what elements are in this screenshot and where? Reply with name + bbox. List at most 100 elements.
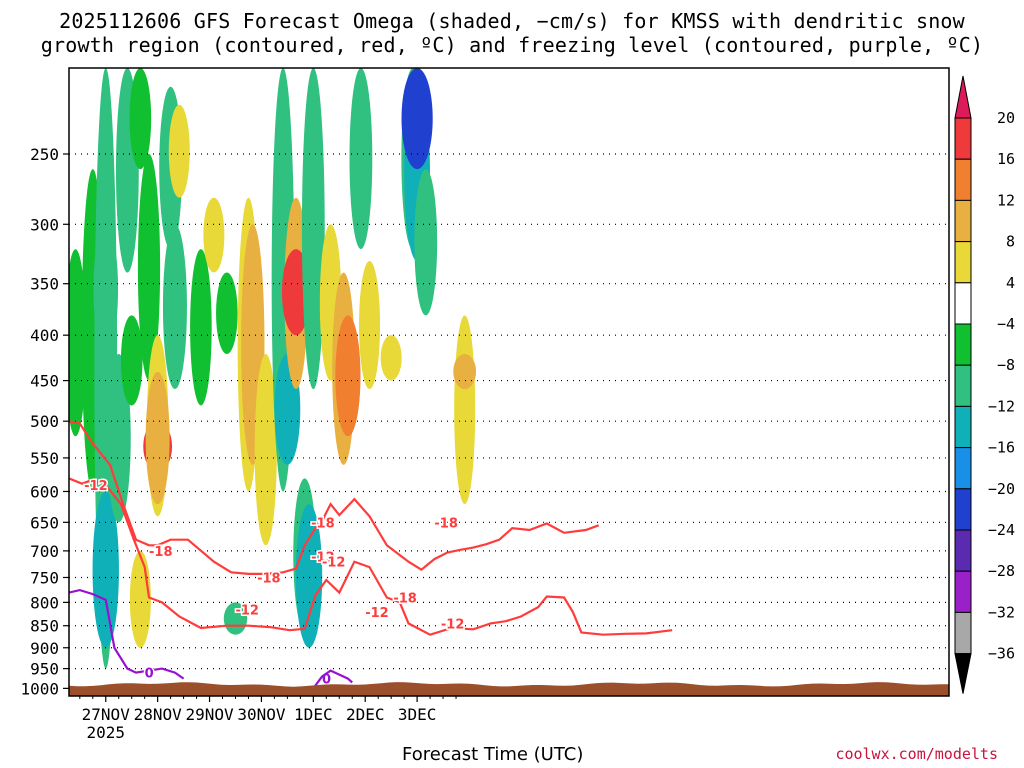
omega-shade-cell <box>414 169 438 316</box>
y-tick-label: 650 <box>30 513 59 532</box>
y-tick-label: 700 <box>30 542 59 561</box>
omega-shade-cell <box>301 68 325 390</box>
colorbar-label: −32 <box>988 603 1015 621</box>
contour-label: -12 <box>311 550 335 565</box>
y-tick-label: 400 <box>30 326 59 345</box>
colorbar-label: 16 <box>997 150 1015 168</box>
y-tick-label: 750 <box>30 568 59 587</box>
omega-shade-cell <box>454 315 476 505</box>
contour-label: -12 <box>84 479 108 494</box>
contour-label: -12 <box>365 606 389 621</box>
y-tick-label: 800 <box>30 593 59 612</box>
y-tick-label: 500 <box>30 412 59 431</box>
y-tick-label: 850 <box>30 617 59 636</box>
contour-0C-b <box>312 669 353 690</box>
colorbar-label: −36 <box>988 645 1015 663</box>
omega-shade-cell <box>295 504 323 648</box>
colorbar-label: 20 <box>997 109 1015 127</box>
colorbar-label: −28 <box>988 562 1015 580</box>
colorbar-label: 4 <box>1006 274 1015 292</box>
colorbar-swatch <box>954 117 972 160</box>
colorbar-label: −24 <box>988 521 1015 539</box>
chart-title-line-1: 2025112606 GFS Forecast Omega (shaded, −… <box>59 9 965 33</box>
x-tick-label: 2DEC <box>346 705 385 724</box>
y-tick-label: 900 <box>30 639 59 658</box>
chart-title-line-2: growth region (contoured, red, ºC) and f… <box>40 33 984 57</box>
omega-shade-cell <box>129 68 152 170</box>
contour--18C <box>69 420 600 575</box>
x-tick-label: 27NOV <box>82 705 131 724</box>
site-credit[interactable]: coolwx.com/modelts <box>835 745 998 763</box>
x-tick-label: 28NOV <box>134 705 183 724</box>
x-tick-label: 1DEC <box>294 705 333 724</box>
x-tick-label: 29NOV <box>185 705 234 724</box>
terrain-ground <box>69 682 949 696</box>
omega-shade-cell <box>349 68 373 250</box>
contour-label: 0 <box>145 667 154 682</box>
contour-label: -18 <box>311 516 335 531</box>
omega-shade-cell <box>120 315 143 406</box>
omega-shade-cell <box>203 197 225 273</box>
omega-shade-cell <box>190 249 212 406</box>
colorbar-swatch <box>954 529 972 572</box>
omega-shade-cell <box>380 335 402 381</box>
colorbar-swatch <box>954 282 972 325</box>
colorbar-swatch <box>954 323 972 366</box>
colorbar-swatch <box>954 447 972 490</box>
y-tick-label: 300 <box>30 215 59 234</box>
colorbar-label: −8 <box>997 356 1015 374</box>
colorbar-bottom-arrow <box>954 653 972 694</box>
contour-label: -12 <box>235 604 259 619</box>
omega-shade-cell <box>359 261 381 390</box>
colorbar-label: 8 <box>1006 233 1015 251</box>
colorbar-swatch <box>954 405 972 449</box>
contour-label: -18 <box>393 592 417 607</box>
omega-shade-cell <box>453 353 477 390</box>
omega-shade-cell <box>168 104 190 198</box>
colorbar-swatch <box>954 364 972 407</box>
y-tick-label: 350 <box>30 275 59 294</box>
colorbar-swatch <box>954 241 972 284</box>
contour-label: -12 <box>322 556 346 571</box>
x-axis-label: Forecast Time (UTC) <box>402 744 584 765</box>
colorbar-swatch <box>954 488 972 531</box>
contour-label: -12 <box>441 617 465 632</box>
colorbar-label: −20 <box>988 480 1015 498</box>
omega-shade-cell <box>216 272 238 354</box>
contour-label: -18 <box>434 516 458 531</box>
plot-area: -12-12-12-12-12-12-18-18-18-18-180 0 <box>69 68 949 696</box>
omega-shade-cell <box>335 315 361 437</box>
omega-shade-cell <box>137 154 161 381</box>
omega-shade-cell <box>254 353 277 546</box>
colorbar-swatch <box>954 158 972 201</box>
x-year-label: 2025 <box>86 723 125 742</box>
omega-shade-cell <box>129 550 151 648</box>
y-tick-label: 1000 <box>20 679 59 698</box>
contour--12C <box>69 477 673 636</box>
contour-label: -18 <box>257 571 281 586</box>
y-tick-label: 950 <box>30 660 59 679</box>
omega-shade-cell <box>92 491 119 648</box>
contour-label: -18 <box>149 545 173 560</box>
y-tick-label: 550 <box>30 449 59 468</box>
colorbar-label: −16 <box>988 439 1015 457</box>
x-tick-label: 3DEC <box>398 705 437 724</box>
colorbar-label: −12 <box>988 397 1015 415</box>
colorbar-swatch <box>954 570 972 613</box>
y-tick-label: 450 <box>30 372 59 391</box>
colorbar-swatch <box>954 611 972 655</box>
colorbar-top-arrow <box>954 75 972 119</box>
colorbar-label: 12 <box>997 191 1015 209</box>
omega-shade-cell <box>93 224 119 354</box>
x-tick-label: 30NOV <box>237 705 286 724</box>
omega-shade-cell <box>145 371 170 505</box>
omega-shade-cell <box>106 353 131 523</box>
omega-shade-cell <box>162 224 187 390</box>
plot-frame <box>68 67 950 697</box>
omega-shade-cell <box>401 68 433 170</box>
colorbar-swatch <box>954 199 972 243</box>
contour-0C <box>69 588 185 680</box>
colorbar-label: −4 <box>997 315 1015 333</box>
y-tick-label: 600 <box>30 482 59 501</box>
